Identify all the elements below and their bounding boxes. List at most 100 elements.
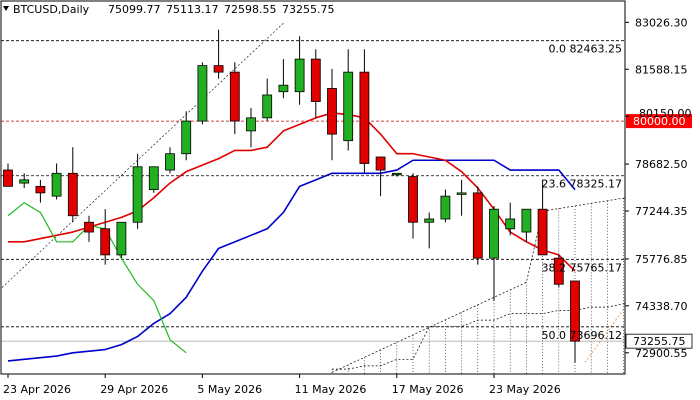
candle-body-bull: [51, 172, 62, 197]
level-label-fib-0: 0.0 82463.25: [549, 43, 622, 56]
candle-body-bull: [391, 172, 402, 176]
candle: [246, 108, 256, 148]
candle: [213, 29, 224, 79]
candle-layer: [3, 29, 580, 363]
candle: [51, 163, 62, 200]
candle-body-bear: [359, 71, 370, 164]
candle: [489, 205, 499, 301]
plot-frame: [0, 0, 626, 375]
candle-body-bear: [408, 176, 418, 223]
y-tick-label: 81588.15: [635, 63, 688, 76]
header-background: [2, 2, 330, 17]
candle-body-bull: [148, 166, 159, 191]
candle: [116, 221, 127, 259]
line-layer: [7, 112, 576, 362]
chart-menu-triangle-icon[interactable]: [3, 6, 9, 11]
candle: [84, 215, 94, 242]
candle: [375, 156, 386, 197]
candle: [327, 68, 337, 161]
candle: [181, 111, 192, 161]
ohlc-low: 72598.55: [224, 3, 277, 16]
candle-body-bull: [116, 221, 127, 256]
candle-body-bear: [375, 156, 386, 171]
candle: [67, 147, 78, 223]
symbol-label: BTCUSD,Daily: [13, 3, 90, 16]
candle: [553, 254, 564, 288]
candle-body-bull: [19, 179, 30, 184]
cloud-span-a: [331, 197, 625, 373]
candle: [165, 147, 175, 174]
candle: [100, 209, 111, 265]
candle-body-bull: [246, 117, 256, 132]
candle: [505, 202, 516, 236]
x-tick-label: 17 May 2026: [392, 383, 464, 396]
candle: [3, 163, 13, 187]
candle: [521, 208, 532, 242]
y-axis: 83026.30 81588.15 78682.50 77244.35 75776.85…: [625, 16, 692, 360]
level-label-layer: 0.0 82463.25 23.6 78325.17 38.2 75765.17 50…: [542, 43, 693, 349]
candle-body-bear: [310, 58, 321, 102]
chart-header: BTCUSD,Daily 75099.77 75113.17 72598.55 …: [2, 2, 335, 17]
candle-body-bear: [570, 280, 580, 342]
candle-body-bull: [262, 94, 273, 119]
candle-body-bear: [327, 88, 337, 135]
candle-body-bull: [165, 153, 175, 171]
candle: [570, 280, 580, 363]
ohlc-close: 73255.75: [282, 3, 335, 16]
candle-body-bull: [278, 84, 289, 93]
candle: [424, 212, 435, 249]
y-tick-label: 77244.35: [635, 205, 688, 218]
candle-body-bear: [553, 257, 564, 285]
candle-body-bull: [521, 208, 532, 233]
y-tick-label: 78682.50: [635, 158, 688, 171]
current-price-tag-text: 73255.75: [633, 335, 686, 348]
fast-ma-line: [8, 112, 576, 272]
candle: [229, 62, 240, 135]
candle-body-bull: [489, 208, 499, 259]
candle-body-bull: [456, 192, 467, 195]
candle: [310, 49, 321, 118]
candle-body-bear: [35, 185, 46, 194]
candle: [148, 166, 159, 193]
candle: [294, 36, 305, 105]
candle-body-bull: [343, 71, 354, 142]
y-tick-label: 83026.30: [635, 16, 688, 29]
candle-body-bull: [181, 120, 192, 155]
x-tick-label: 11 May 2026: [295, 383, 367, 396]
slow-ma-line: [7, 159, 576, 362]
candle: [197, 62, 208, 125]
envelope-line-lower: [584, 306, 625, 363]
y-tick-label-partial: 80150.00: [639, 107, 692, 120]
candle: [391, 172, 402, 177]
level-label-fib-382: 38.2 75765.17: [542, 261, 622, 274]
price-tag-80000: [626, 114, 692, 129]
candle: [440, 189, 451, 223]
candle-body-bear: [84, 221, 94, 233]
envelope-line: [1, 22, 284, 288]
candle: [35, 179, 46, 203]
current-price-tag: [625, 333, 693, 349]
y-tick-label: 74338.70: [635, 300, 688, 313]
level-layer: [1, 40, 625, 342]
x-tick-label: 23 May 2026: [489, 383, 561, 396]
candle-body-bear: [3, 169, 13, 187]
price-tag-80000-text: 80000.00: [633, 115, 686, 128]
candle: [262, 78, 273, 122]
ohlc-open: 75099.77: [108, 3, 161, 16]
candle-body-bull: [440, 195, 451, 220]
candle: [408, 173, 418, 239]
candle: [456, 179, 467, 216]
candle-body-bull: [505, 218, 516, 230]
candle-body-bear: [537, 208, 548, 256]
candle: [132, 153, 143, 229]
candle-body-bear: [100, 228, 111, 256]
y-tick-label: 72900.55: [635, 347, 688, 360]
candle: [343, 49, 354, 151]
candle: [537, 179, 548, 256]
candle: [19, 173, 30, 188]
candle: [472, 186, 483, 265]
candle: [278, 59, 289, 99]
